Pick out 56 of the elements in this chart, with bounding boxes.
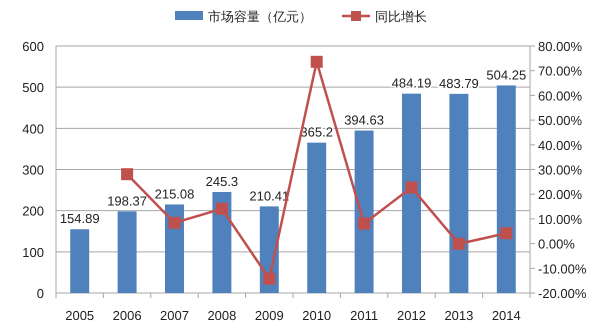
point [121, 168, 134, 180]
data-label: 245.3 [206, 174, 238, 190]
y2-tick-label: 60.00% [538, 88, 583, 104]
bar [118, 211, 137, 293]
x-tick-label: 2014 [492, 308, 521, 323]
y-tick-label: 100 [22, 244, 44, 260]
bar [70, 229, 90, 293]
x-tick-label: 2008 [207, 308, 236, 323]
bar [402, 94, 421, 293]
x-tick-label: 2006 [112, 308, 142, 323]
y-tick-label: 500 [22, 80, 44, 96]
data-label: 483.79 [439, 76, 479, 91]
y2-tick-label: 30.00% [538, 162, 583, 178]
point [358, 218, 370, 230]
data-label: 394.63 [344, 112, 384, 128]
data-label: 198.37 [107, 193, 147, 208]
point [310, 56, 323, 68]
x-tick-label: 2007 [160, 308, 189, 323]
y-tick-label: 400 [22, 121, 44, 136]
y2-tick-label: 80.00% [538, 39, 583, 54]
bar [307, 142, 326, 293]
y-tick-label: 0 [36, 286, 44, 301]
bar [354, 130, 374, 293]
bar [165, 204, 184, 293]
y2-tick-label: 0.00% [538, 236, 576, 252]
x-tick-label: 2012 [397, 308, 426, 323]
point [168, 216, 180, 229]
bar [212, 192, 232, 293]
y2-tick-label: 70.00% [538, 64, 583, 79]
point [500, 227, 512, 240]
data-label: 154.89 [60, 211, 100, 226]
y2-tick-label: 50.00% [538, 113, 583, 128]
point [216, 202, 228, 215]
point [452, 238, 465, 250]
point [263, 272, 276, 285]
y2-tick-label: 40.00% [538, 138, 583, 153]
legend-label: 同比增长 [375, 9, 427, 24]
x-tick-label: 2010 [302, 308, 332, 323]
x-tick-label: 2009 [254, 308, 284, 323]
y2-tick-label: 10.00% [538, 212, 583, 227]
legend-label: 市场容量（亿元） [208, 9, 312, 24]
x-tick-label: 2013 [444, 308, 474, 323]
y-tick-label: 200 [22, 204, 44, 219]
y-tick-label: 300 [22, 162, 44, 178]
data-label: 484.19 [392, 76, 432, 91]
x-tick-label: 2005 [65, 308, 94, 323]
y2-tick-label: -10.00% [538, 261, 587, 276]
y2-tick-label: 20.00% [538, 187, 583, 202]
bar [496, 85, 516, 293]
y2-tick-label: -20.00% [538, 286, 587, 301]
bar [449, 94, 468, 293]
y-tick-label: 600 [22, 39, 44, 54]
x-tick-label: 2011 [350, 308, 378, 323]
point [406, 182, 418, 194]
data-label: 504.25 [486, 67, 526, 82]
data-label: 215.08 [154, 186, 194, 202]
